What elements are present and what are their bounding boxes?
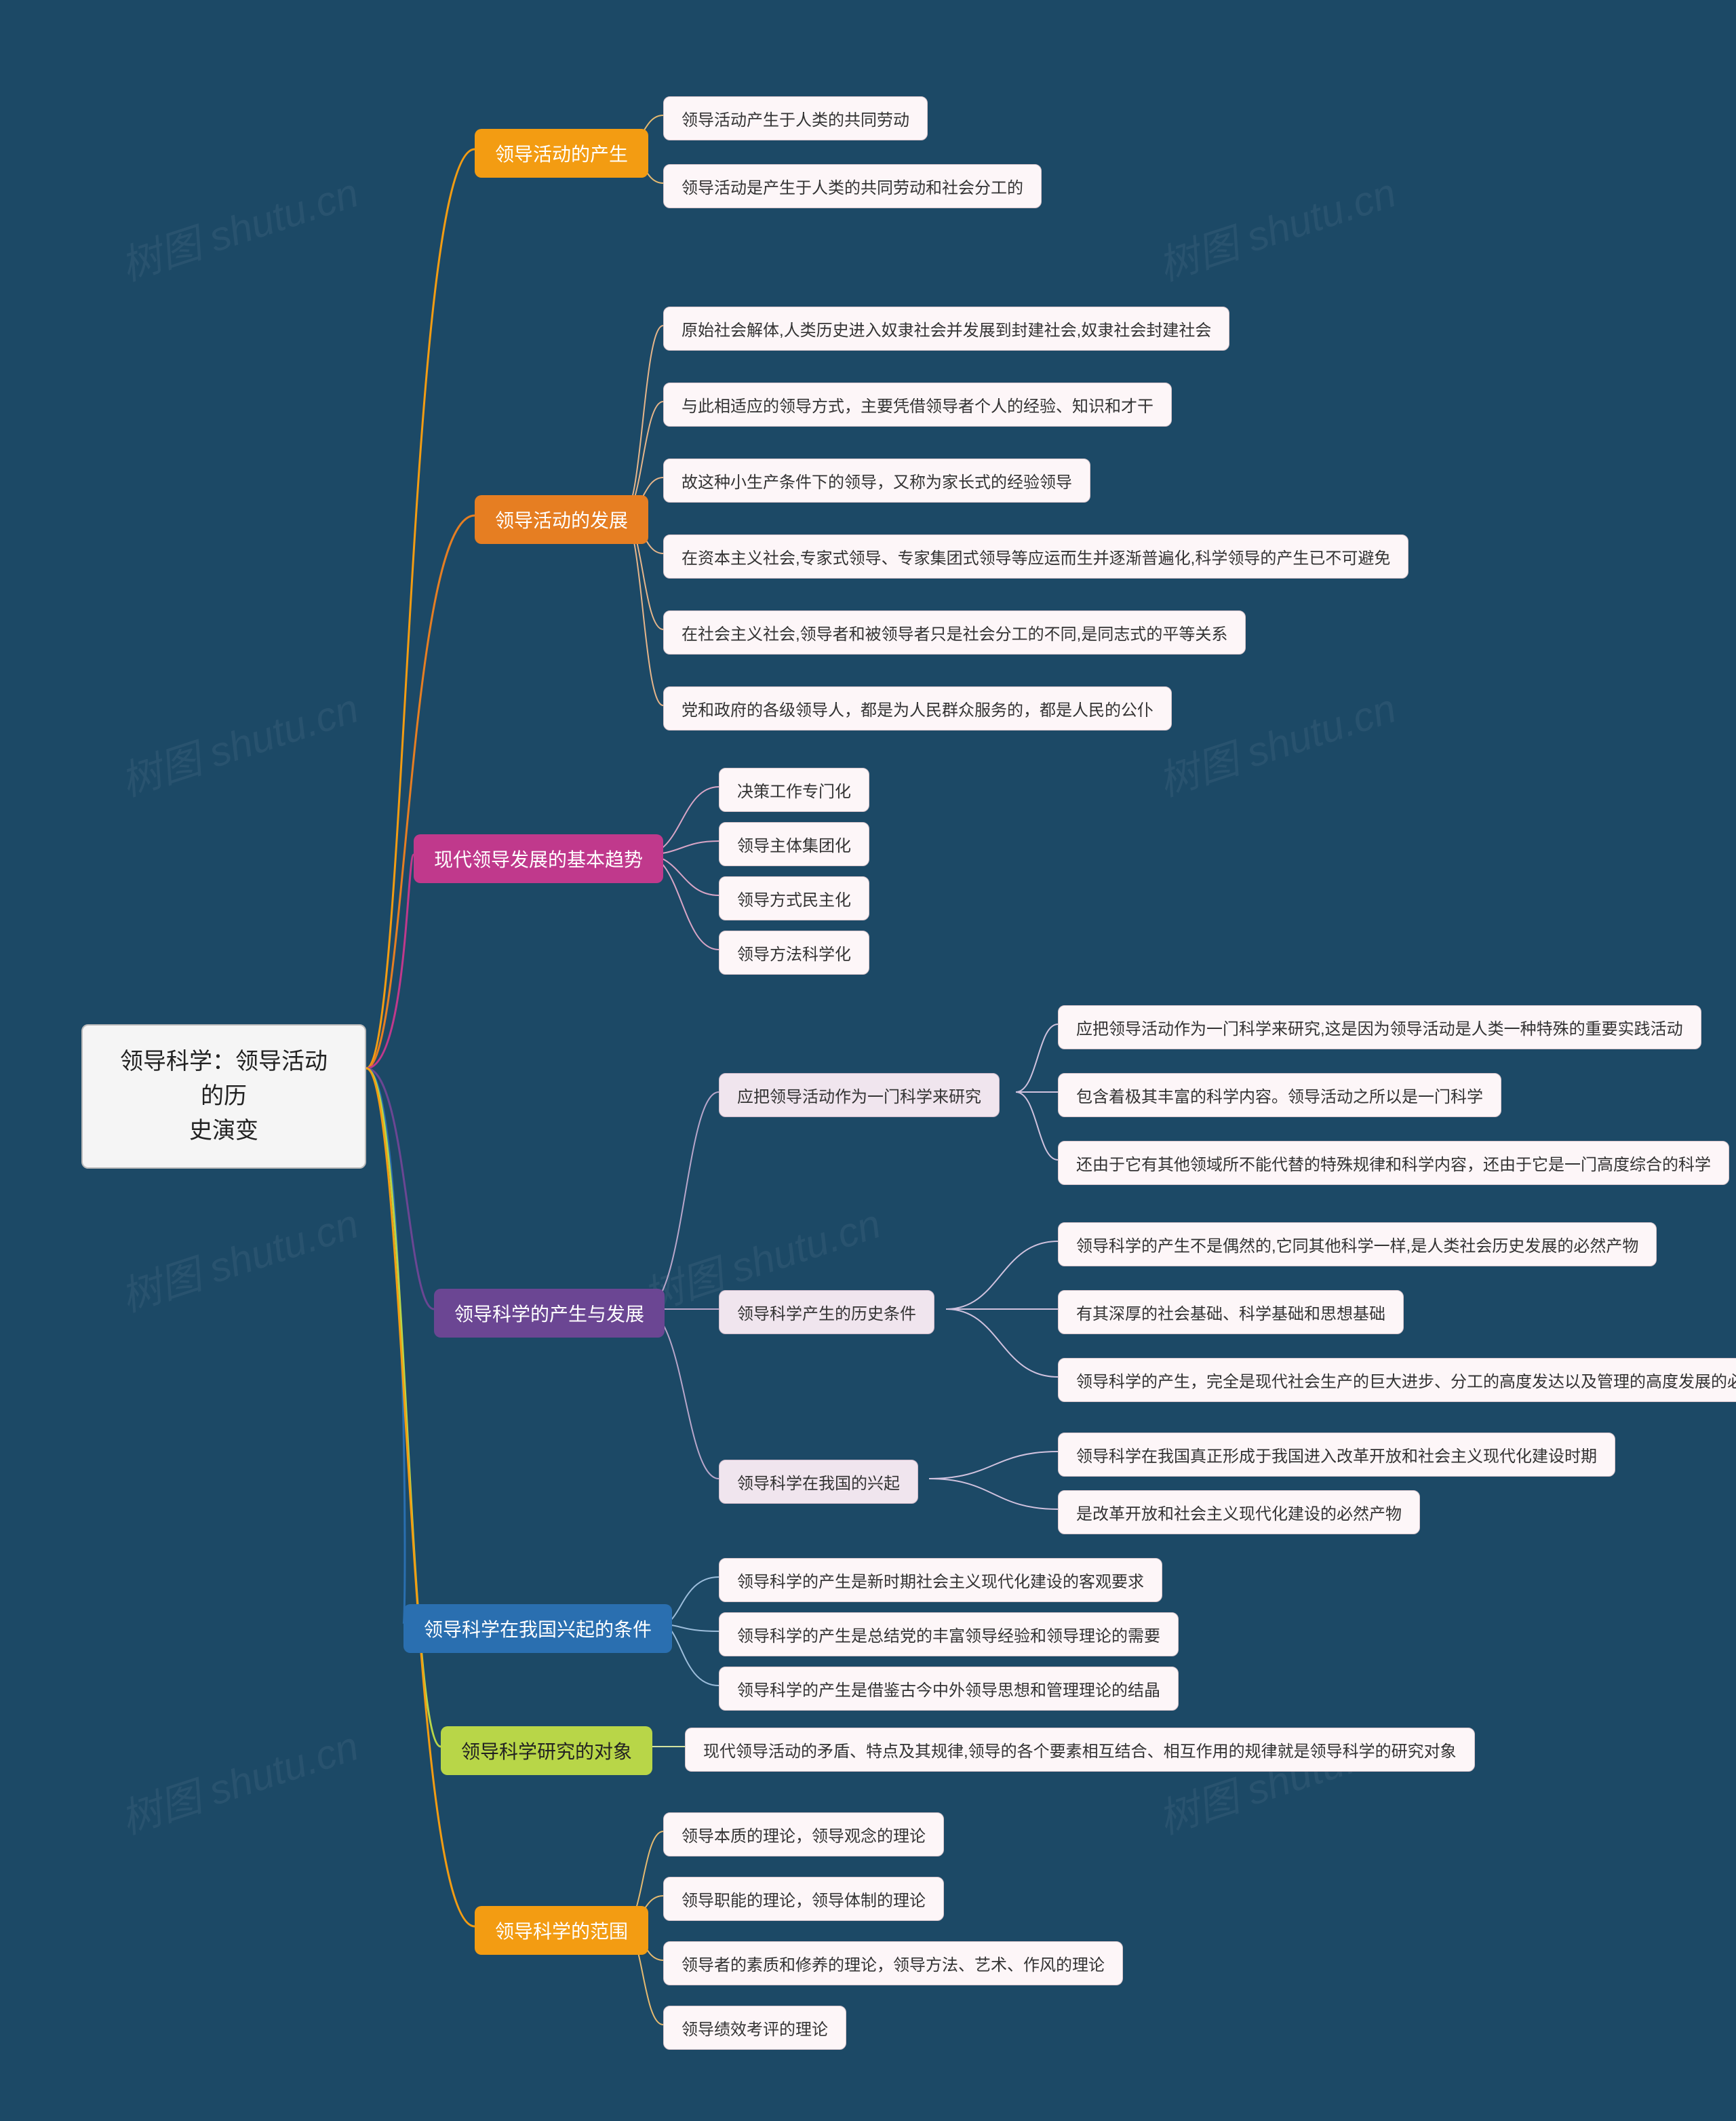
sub-label: 领导科学在我国的兴起 [737, 1475, 900, 1493]
leaf-label: 应把领导活动作为一门科学来研究,这是因为领导活动是人类一种特殊的重要实践活动 [1076, 1020, 1683, 1038]
leaf-node[interactable]: 有其深厚的社会基础、科学基础和思想基础 [1058, 1290, 1404, 1334]
leaf-node[interactable]: 包含着极其丰富的科学内容。领导活动之所以是一门科学 [1058, 1073, 1501, 1117]
branch-label: 领导科学研究的对象 [461, 1741, 632, 1762]
sub-label: 领导科学产生的历史条件 [737, 1305, 916, 1323]
leaf-node[interactable]: 原始社会解体,人类历史进入奴隶社会并发展到封建社会,奴隶社会封建社会 [663, 307, 1229, 351]
leaf-label: 在社会主义社会,领导者和被领导者只是社会分工的不同,是同志式的平等关系 [682, 625, 1227, 644]
leaf-node[interactable]: 在资本主义社会,专家式领导、专家集团式领导等应运而生并逐渐普遍化,科学领导的产生… [663, 534, 1408, 579]
branch-label: 领导科学的产生与发展 [454, 1304, 644, 1325]
leaf-label: 领导科学的产生是总结党的丰富领导经验和领导理论的需要 [737, 1627, 1160, 1646]
leaf-node[interactable]: 现代领导活动的矛盾、特点及其规律,领导的各个要素相互结合、相互作用的规律就是领导… [685, 1728, 1475, 1772]
leaf-node[interactable]: 领导主体集团化 [719, 822, 869, 866]
root-node[interactable]: 领导科学：领导活动的历史演变 [81, 1024, 366, 1169]
leaf-node[interactable]: 领导活动产生于人类的共同劳动 [663, 96, 928, 140]
leaf-label: 领导方式民主化 [737, 891, 851, 910]
leaf-node[interactable]: 领导科学的产生是借鉴古今中外领导思想和管理理论的结晶 [719, 1667, 1179, 1711]
branch-label: 现代领导发展的基本趋势 [434, 849, 643, 870]
sub-node[interactable]: 领导科学在我国的兴起 [719, 1460, 918, 1504]
branch-label: 领导活动的产生 [495, 144, 628, 165]
watermark: 树图 shutu.cn [112, 160, 365, 292]
leaf-label: 领导科学的产生是借鉴古今中外领导思想和管理理论的结晶 [737, 1681, 1160, 1700]
leaf-label: 领导本质的理论，领导观念的理论 [682, 1827, 926, 1846]
leaf-node[interactable]: 领导科学的产生，完全是现代社会生产的巨大进步、分工的高度发达以及管理的高度发展的… [1058, 1358, 1736, 1402]
leaf-node[interactable]: 领导方式民主化 [719, 876, 869, 920]
sub-node[interactable]: 应把领导活动作为一门科学来研究 [719, 1073, 1000, 1117]
leaf-label: 领导科学的产生是新时期社会主义现代化建设的客观要求 [737, 1573, 1144, 1591]
branch-b3[interactable]: 现代领导发展的基本趋势 [414, 834, 663, 883]
branch-b6[interactable]: 领导科学研究的对象 [441, 1726, 652, 1775]
leaf-label: 有其深厚的社会基础、科学基础和思想基础 [1076, 1305, 1385, 1323]
watermark: 树图 shutu.cn [1149, 160, 1402, 292]
root-label: 领导科学：领导活动的历史演变 [120, 1049, 328, 1144]
branch-b5[interactable]: 领导科学在我国兴起的条件 [403, 1604, 672, 1653]
leaf-label: 党和政府的各级领导人，都是为人民群众服务的，都是人民的公仆 [682, 701, 1153, 720]
leaf-label: 领导主体集团化 [737, 837, 851, 855]
watermark: 树图 shutu.cn [112, 1191, 365, 1323]
leaf-node[interactable]: 领导本质的理论，领导观念的理论 [663, 1812, 944, 1856]
leaf-label: 是改革开放和社会主义现代化建设的必然产物 [1076, 1505, 1402, 1523]
leaf-node[interactable]: 在社会主义社会,领导者和被领导者只是社会分工的不同,是同志式的平等关系 [663, 610, 1246, 655]
leaf-node[interactable]: 领导科学在我国真正形成于我国进入改革开放和社会主义现代化建设时期 [1058, 1433, 1615, 1477]
leaf-label: 领导科学在我国真正形成于我国进入改革开放和社会主义现代化建设时期 [1076, 1447, 1597, 1466]
leaf-node[interactable]: 应把领导活动作为一门科学来研究,这是因为领导活动是人类一种特殊的重要实践活动 [1058, 1005, 1701, 1049]
leaf-label: 现代领导活动的矛盾、特点及其规律,领导的各个要素相互结合、相互作用的规律就是领导… [703, 1743, 1457, 1761]
branch-b7[interactable]: 领导科学的范围 [475, 1906, 648, 1955]
leaf-node[interactable]: 还由于它有其他领域所不能代替的特殊规律和科学内容，还由于它是一门高度综合的科学 [1058, 1141, 1729, 1185]
leaf-node[interactable]: 领导者的素质和修养的理论，领导方法、艺术、作风的理论 [663, 1941, 1123, 1985]
leaf-node[interactable]: 领导方法科学化 [719, 931, 869, 975]
leaf-node[interactable]: 是改革开放和社会主义现代化建设的必然产物 [1058, 1490, 1420, 1534]
leaf-label: 领导职能的理论，领导体制的理论 [682, 1892, 926, 1910]
leaf-label: 领导活动产生于人类的共同劳动 [682, 111, 909, 130]
watermark: 树图 shutu.cn [1149, 676, 1402, 808]
leaf-label: 包含着极其丰富的科学内容。领导活动之所以是一门科学 [1076, 1088, 1483, 1106]
branch-label: 领导活动的发展 [495, 510, 628, 531]
branch-label: 领导科学的范围 [495, 1921, 628, 1942]
leaf-node[interactable]: 领导绩效考评的理论 [663, 2006, 846, 2050]
sub-label: 应把领导活动作为一门科学来研究 [737, 1088, 981, 1106]
branch-label: 领导科学在我国兴起的条件 [424, 1619, 652, 1640]
leaf-node[interactable]: 领导科学的产生是总结党的丰富领导经验和领导理论的需要 [719, 1612, 1179, 1656]
leaf-label: 领导科学的产生，完全是现代社会生产的巨大进步、分工的高度发达以及管理的高度发展的… [1076, 1373, 1736, 1391]
leaf-node[interactable]: 与此相适应的领导方式，主要凭借领导者个人的经验、知识和才干 [663, 383, 1172, 427]
leaf-label: 领导方法科学化 [737, 946, 851, 964]
watermark: 树图 shutu.cn [112, 676, 365, 808]
watermark: 树图 shutu.cn [112, 1713, 365, 1846]
leaf-node[interactable]: 领导活动是产生于人类的共同劳动和社会分工的 [663, 164, 1042, 208]
leaf-node[interactable]: 领导科学的产生不是偶然的,它同其他科学一样,是人类社会历史发展的必然产物 [1058, 1222, 1657, 1266]
leaf-node[interactable]: 领导科学的产生是新时期社会主义现代化建设的客观要求 [719, 1558, 1162, 1602]
leaf-label: 原始社会解体,人类历史进入奴隶社会并发展到封建社会,奴隶社会封建社会 [682, 322, 1211, 340]
leaf-label: 与此相适应的领导方式，主要凭借领导者个人的经验、知识和才干 [682, 397, 1153, 416]
branch-b1[interactable]: 领导活动的产生 [475, 129, 648, 178]
leaf-node[interactable]: 领导职能的理论，领导体制的理论 [663, 1877, 944, 1921]
leaf-label: 领导科学的产生不是偶然的,它同其他科学一样,是人类社会历史发展的必然产物 [1076, 1237, 1638, 1256]
leaf-label: 故这种小生产条件下的领导，又称为家长式的经验领导 [682, 473, 1072, 492]
leaf-node[interactable]: 党和政府的各级领导人，都是为人民群众服务的，都是人民的公仆 [663, 686, 1172, 731]
leaf-label: 决策工作专门化 [737, 783, 851, 801]
branch-b2[interactable]: 领导活动的发展 [475, 495, 648, 544]
leaf-label: 在资本主义社会,专家式领导、专家集团式领导等应运而生并逐渐普遍化,科学领导的产生… [682, 549, 1390, 568]
branch-b4[interactable]: 领导科学的产生与发展 [434, 1289, 665, 1338]
leaf-node[interactable]: 故这种小生产条件下的领导，又称为家长式的经验领导 [663, 459, 1090, 503]
leaf-label: 还由于它有其他领域所不能代替的特殊规律和科学内容，还由于它是一门高度综合的科学 [1076, 1156, 1711, 1174]
leaf-label: 领导绩效考评的理论 [682, 2021, 828, 2039]
leaf-label: 领导活动是产生于人类的共同劳动和社会分工的 [682, 179, 1023, 197]
sub-node[interactable]: 领导科学产生的历史条件 [719, 1290, 934, 1334]
leaf-label: 领导者的素质和修养的理论，领导方法、艺术、作风的理论 [682, 1956, 1105, 1974]
leaf-node[interactable]: 决策工作专门化 [719, 768, 869, 812]
